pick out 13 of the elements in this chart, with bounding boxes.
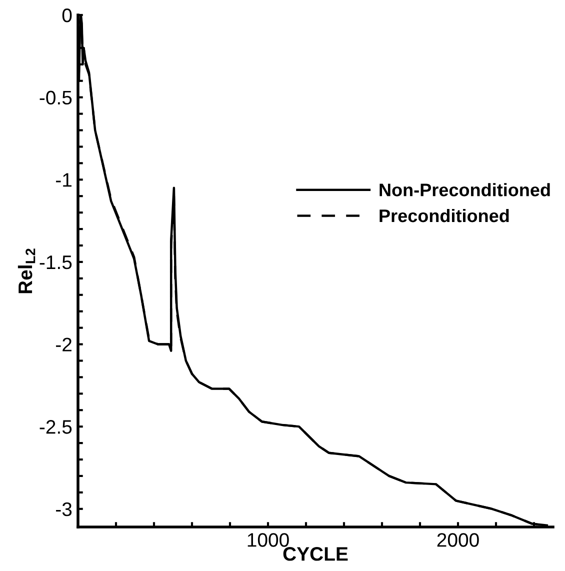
y-tick-label: -0.5 [40,90,72,105]
x-tick-label: 2000 [437,533,479,547]
legend-label: Non-Preconditioned [380,183,550,196]
y-tick-label: 0 [62,8,72,22]
y-tick-label: -2 [56,338,72,352]
y-tick-label: -1.5 [40,256,72,270]
y-tick-label: -1 [56,173,72,187]
y-tick-label: -2.5 [40,420,72,434]
x-tick-label: 1000 [248,533,289,547]
y-axis-title: Rel$_{L2}$ [18,248,36,294]
y-tick-label: -3 [56,502,72,516]
x-axis-title: CYCLE [283,547,348,561]
legend-label: Preconditioned [380,208,509,222]
